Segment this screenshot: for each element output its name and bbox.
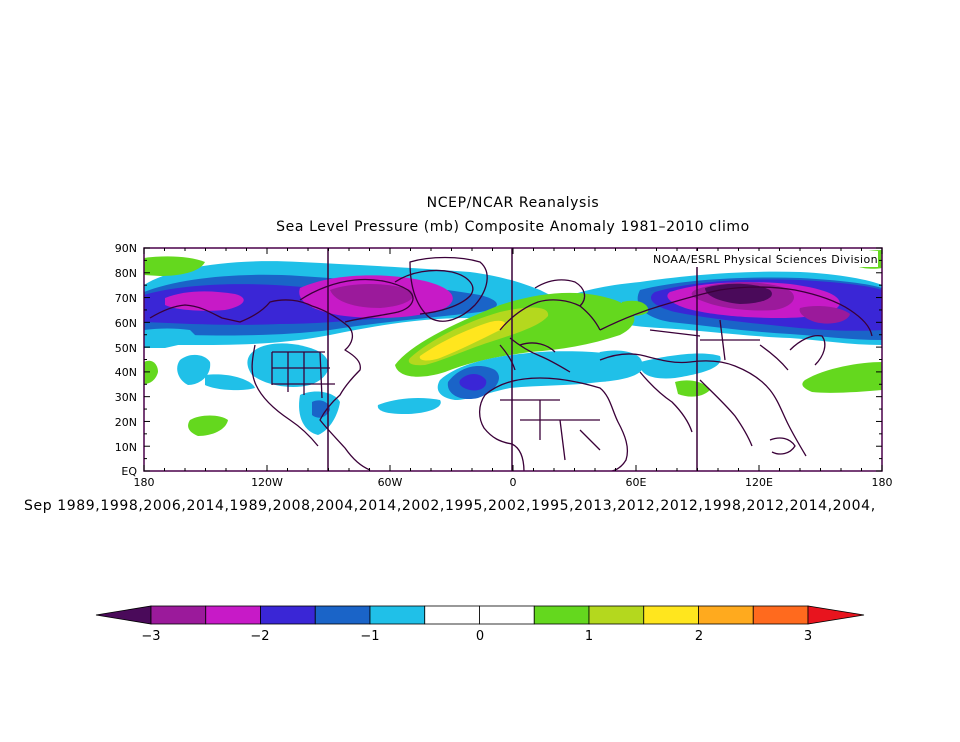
colorbar-label-neg2: −2 [250, 629, 269, 644]
lat-label-30n: 30N [115, 391, 137, 404]
lat-label-70n: 70N [115, 292, 137, 305]
colorbar-arrow-high [807, 605, 865, 625]
lon-label-180e: 180 [872, 476, 893, 489]
colorbar-box [533, 605, 590, 625]
lon-label-60e: 60E [626, 476, 647, 489]
longitude-labels: 180 120W 60W 0 60E 120E 180 [134, 476, 893, 489]
map-subtitle: Sea Level Pressure (mb) Composite Anomal… [276, 219, 750, 235]
lat-label-10n: 10N [115, 441, 137, 454]
anomaly-field [144, 250, 882, 436]
lat-label-60n: 60N [115, 317, 137, 330]
region-boundary-lines [327, 248, 698, 471]
lon-label-120e: 120E [745, 476, 773, 489]
latitude-labels: 90N 80N 70N 60N 50N 40N 30N 20N 10N EQ [115, 242, 138, 478]
colorbar-labels: −3 −2 −1 0 1 2 3 [141, 629, 812, 644]
colorbar-label-3: 3 [804, 629, 812, 644]
colorbar-box [369, 605, 426, 625]
colorbar-box [424, 605, 480, 625]
colorbar-label-neg1: −1 [360, 629, 379, 644]
lat-label-50n: 50N [115, 342, 137, 355]
colorbar-box [479, 605, 535, 625]
colorbar-box [643, 605, 699, 625]
map-title: NCEP/NCAR Reanalysis [426, 195, 600, 211]
colorbar-box [752, 605, 809, 625]
colorbar-label-0: 0 [476, 629, 484, 644]
lat-label-20n: 20N [115, 416, 137, 429]
credit-background [610, 251, 878, 267]
axis-ticks [143, 247, 883, 472]
colorbar-box [150, 605, 207, 625]
colorbar-box [588, 605, 645, 625]
colorbar-arrow-low [95, 605, 152, 625]
composite-dates: Sep 1989,1998,2006,2014,1989,2008,2004,2… [24, 498, 876, 514]
colorbar-box [205, 605, 261, 625]
colorbar-label-2: 2 [695, 629, 703, 644]
colorbar-box [698, 605, 754, 625]
lon-label-120w: 120W [251, 476, 283, 489]
lon-label-60w: 60W [378, 476, 403, 489]
colorbar-box [260, 605, 316, 625]
colorbar [95, 605, 865, 625]
credit-label: NOAA/ESRL Physical Sciences Division [653, 253, 878, 266]
lon-label-180w: 180 [134, 476, 155, 489]
lat-label-90n: 90N [115, 242, 137, 255]
colorbar-label-neg3: −3 [141, 629, 160, 644]
lon-label-0: 0 [510, 476, 517, 489]
lat-label-80n: 80N [115, 267, 137, 280]
colorbar-label-1: 1 [585, 629, 593, 644]
lat-label-40n: 40N [115, 366, 137, 379]
lat-label-eq: EQ [121, 465, 137, 478]
colorbar-box [314, 605, 371, 625]
coastlines [149, 256, 873, 471]
